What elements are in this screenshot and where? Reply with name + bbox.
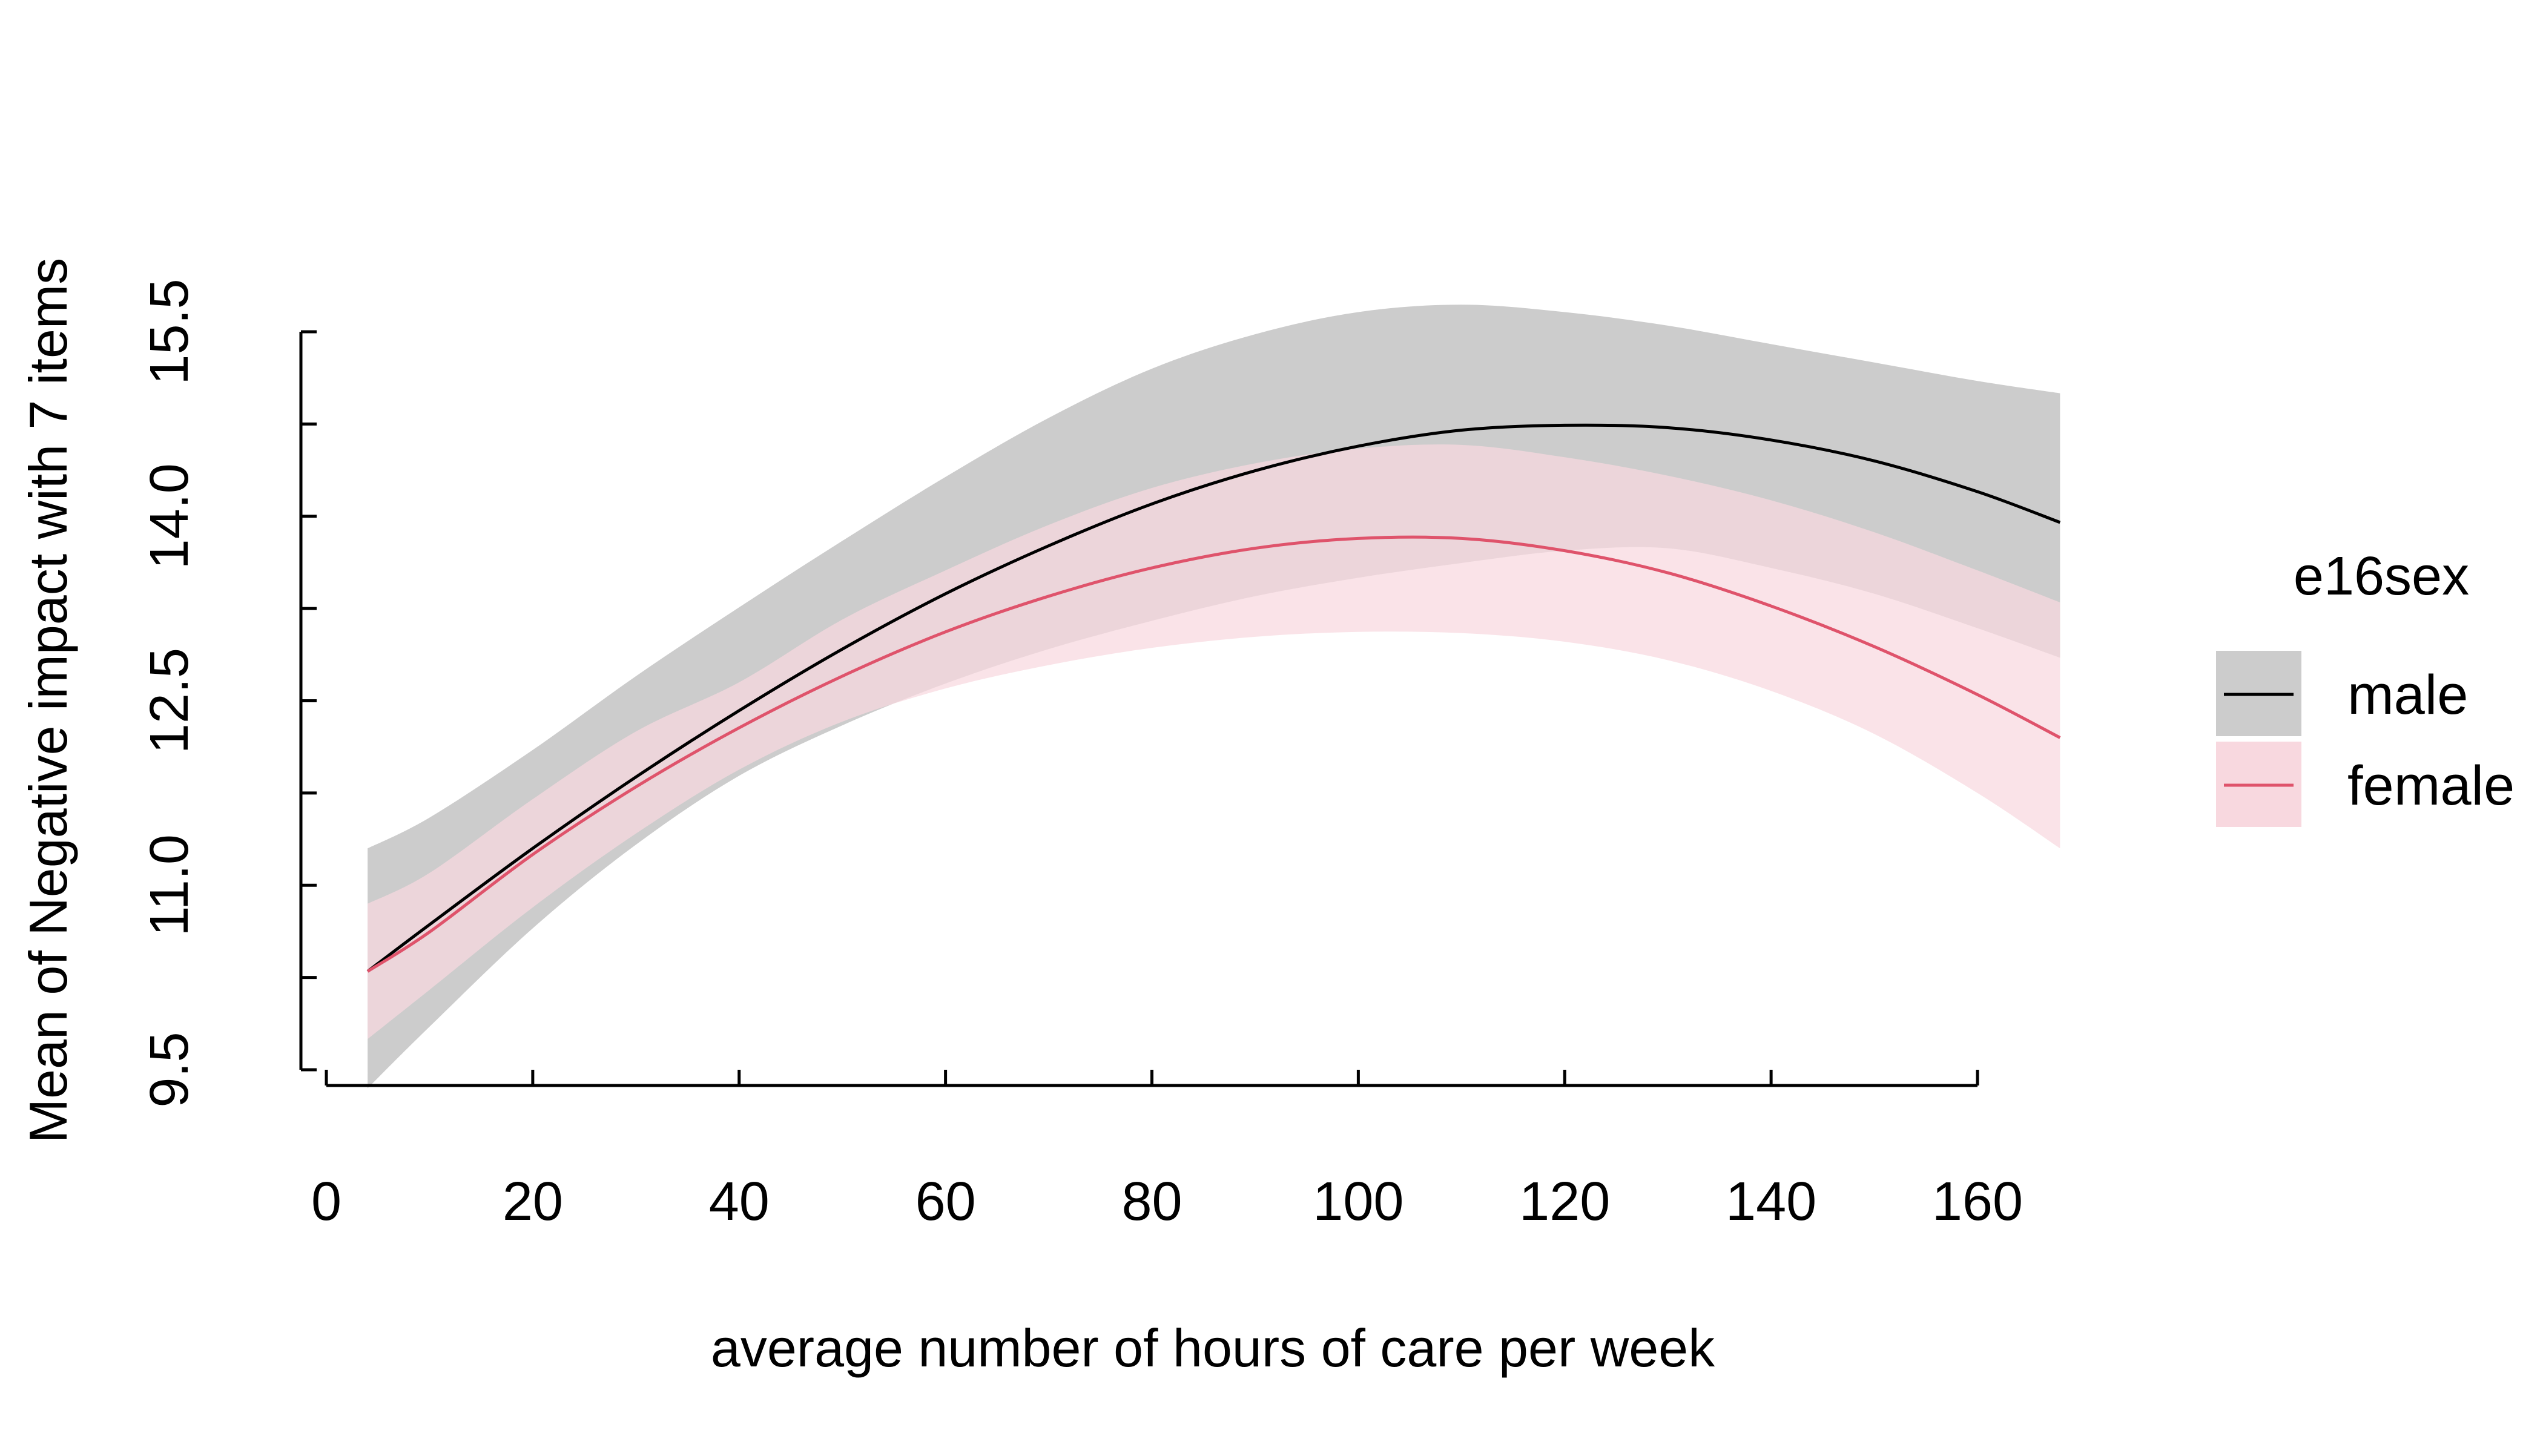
legend-label-female: female [2347,755,2515,817]
band-female [368,444,2060,1039]
legend: e16sex male female [2216,546,2515,827]
y-tick-label-14-0: 14.0 [139,463,200,569]
legend-title: e16sex [2294,546,2469,607]
x-tick-label-20: 20 [503,1171,563,1232]
legend-item-female: female [2216,742,2515,827]
legend-items: male female [2216,651,2515,827]
y-axis-title: Mean of Negative impact with 7 items [18,258,78,1143]
y-tick-label-9-5: 9.5 [139,1032,200,1107]
y-tick-label-11-0: 11.0 [139,834,200,937]
y-axis: 9.5 11.0 12.5 14.0 15.5 Mean of Negative imp… [18,258,317,1143]
x-tick-label-60: 60 [915,1171,976,1232]
y-tick-label-12-5: 12.5 [139,648,200,754]
series-lines [366,423,2061,973]
x-tick-label-140: 140 [1726,1171,1816,1232]
y-axis-ticks: 9.5 11.0 12.5 14.0 15.5 [139,278,317,1108]
x-axis: 0 20 40 60 80 100 120 140 160 average number of … [311,1070,2023,1378]
x-tick-label-0: 0 [311,1171,341,1232]
x-axis-title: average number of hours of care per week [711,1318,1715,1378]
line-male [366,423,2061,973]
x-tick-label-160: 160 [1932,1171,2023,1232]
x-tick-label-100: 100 [1313,1171,1403,1232]
x-axis-ticks: 0 20 40 60 80 100 120 140 160 [311,1070,2023,1232]
confidence-bands [368,305,2060,1089]
y-tick-label-15-5: 15.5 [139,278,200,384]
x-tick-label-120: 120 [1519,1171,1610,1232]
legend-item-male: male [2216,651,2468,736]
x-tick-label-40: 40 [709,1171,770,1232]
x-tick-label-80: 80 [1121,1171,1182,1232]
legend-label-male: male [2347,664,2468,726]
line-female [366,535,2061,973]
